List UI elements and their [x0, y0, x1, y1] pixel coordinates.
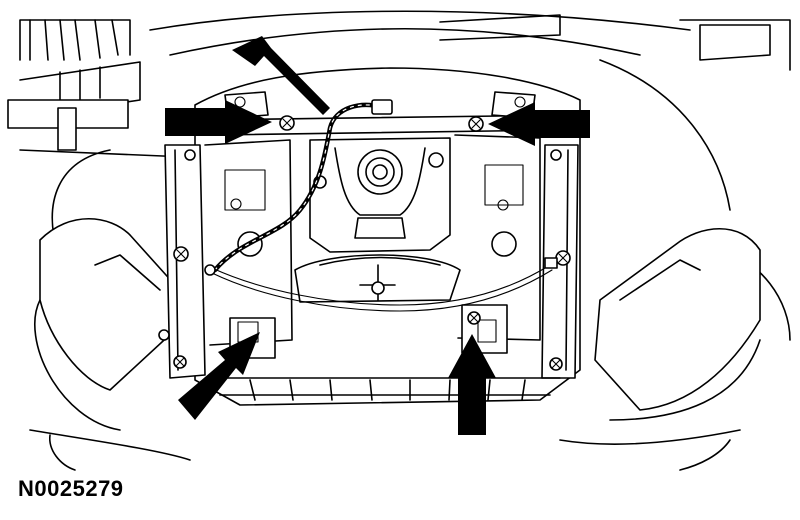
screw-lower-connector	[467, 311, 481, 325]
screw-upper-left	[279, 115, 295, 131]
screw-bottom-right	[549, 357, 563, 371]
left-spoke	[39, 218, 176, 391]
screw-upper-right	[468, 116, 484, 132]
steering-column-shroud	[149, 10, 791, 211]
arrow-left-upper	[165, 100, 272, 144]
screw-mid-left	[173, 246, 189, 262]
right-spoke	[594, 228, 761, 411]
mounting-screws	[158, 115, 571, 371]
arrow-bottom-right	[448, 334, 496, 435]
arrow-top-diagonal	[232, 36, 330, 115]
screw-bottom-left	[173, 355, 187, 369]
wiring-harness	[204, 99, 558, 312]
arrow-right-upper	[488, 102, 590, 146]
figure-reference-id: N0025279	[18, 476, 124, 501]
screw-mid-right	[555, 250, 571, 266]
instrument-panel-vents	[7, 19, 211, 181]
arrow-bottom-left	[178, 332, 260, 420]
callout-arrows	[165, 36, 590, 435]
